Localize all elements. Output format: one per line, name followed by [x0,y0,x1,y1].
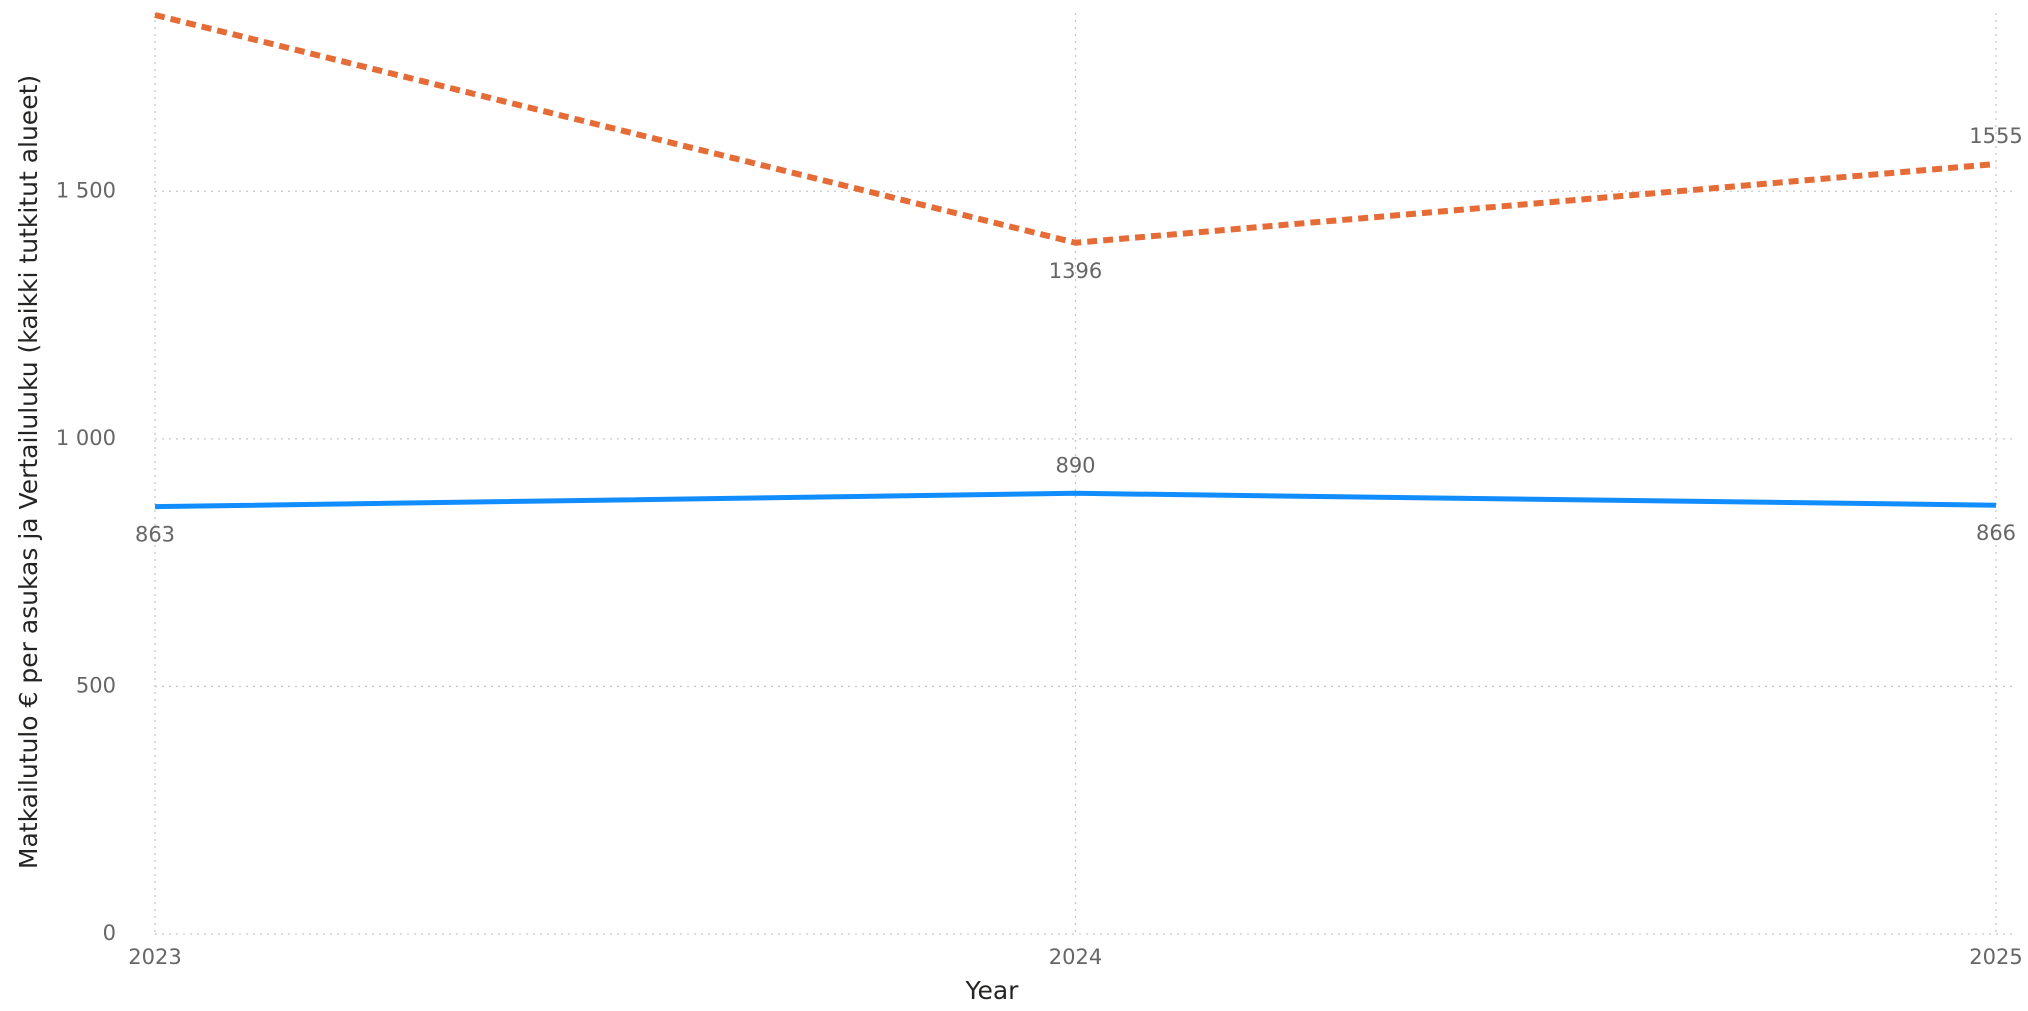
x-tick-label: 2024 [1049,945,1102,969]
x-axis-title: Year [965,976,1020,1005]
y-axis-title: Matkailutulo € per asukas ja Vertailuluk… [14,75,43,869]
y-tick-label: 0 [103,921,116,945]
series-line [154,490,1997,510]
x-tick-label: 2023 [128,945,181,969]
y-tick-label: 1 000 [56,426,116,450]
data-label: 1396 [1049,259,1102,283]
y-tick-label: 1 500 [56,178,116,202]
data-label: 866 [1976,521,2016,545]
data-label: 890 [1055,453,1095,477]
data-label: 863 [135,523,175,547]
y-tick-label: 500 [76,673,116,697]
data-label: 1555 [1969,124,2022,148]
x-tick-label: 2025 [1969,945,2022,969]
series-line [154,12,1997,246]
